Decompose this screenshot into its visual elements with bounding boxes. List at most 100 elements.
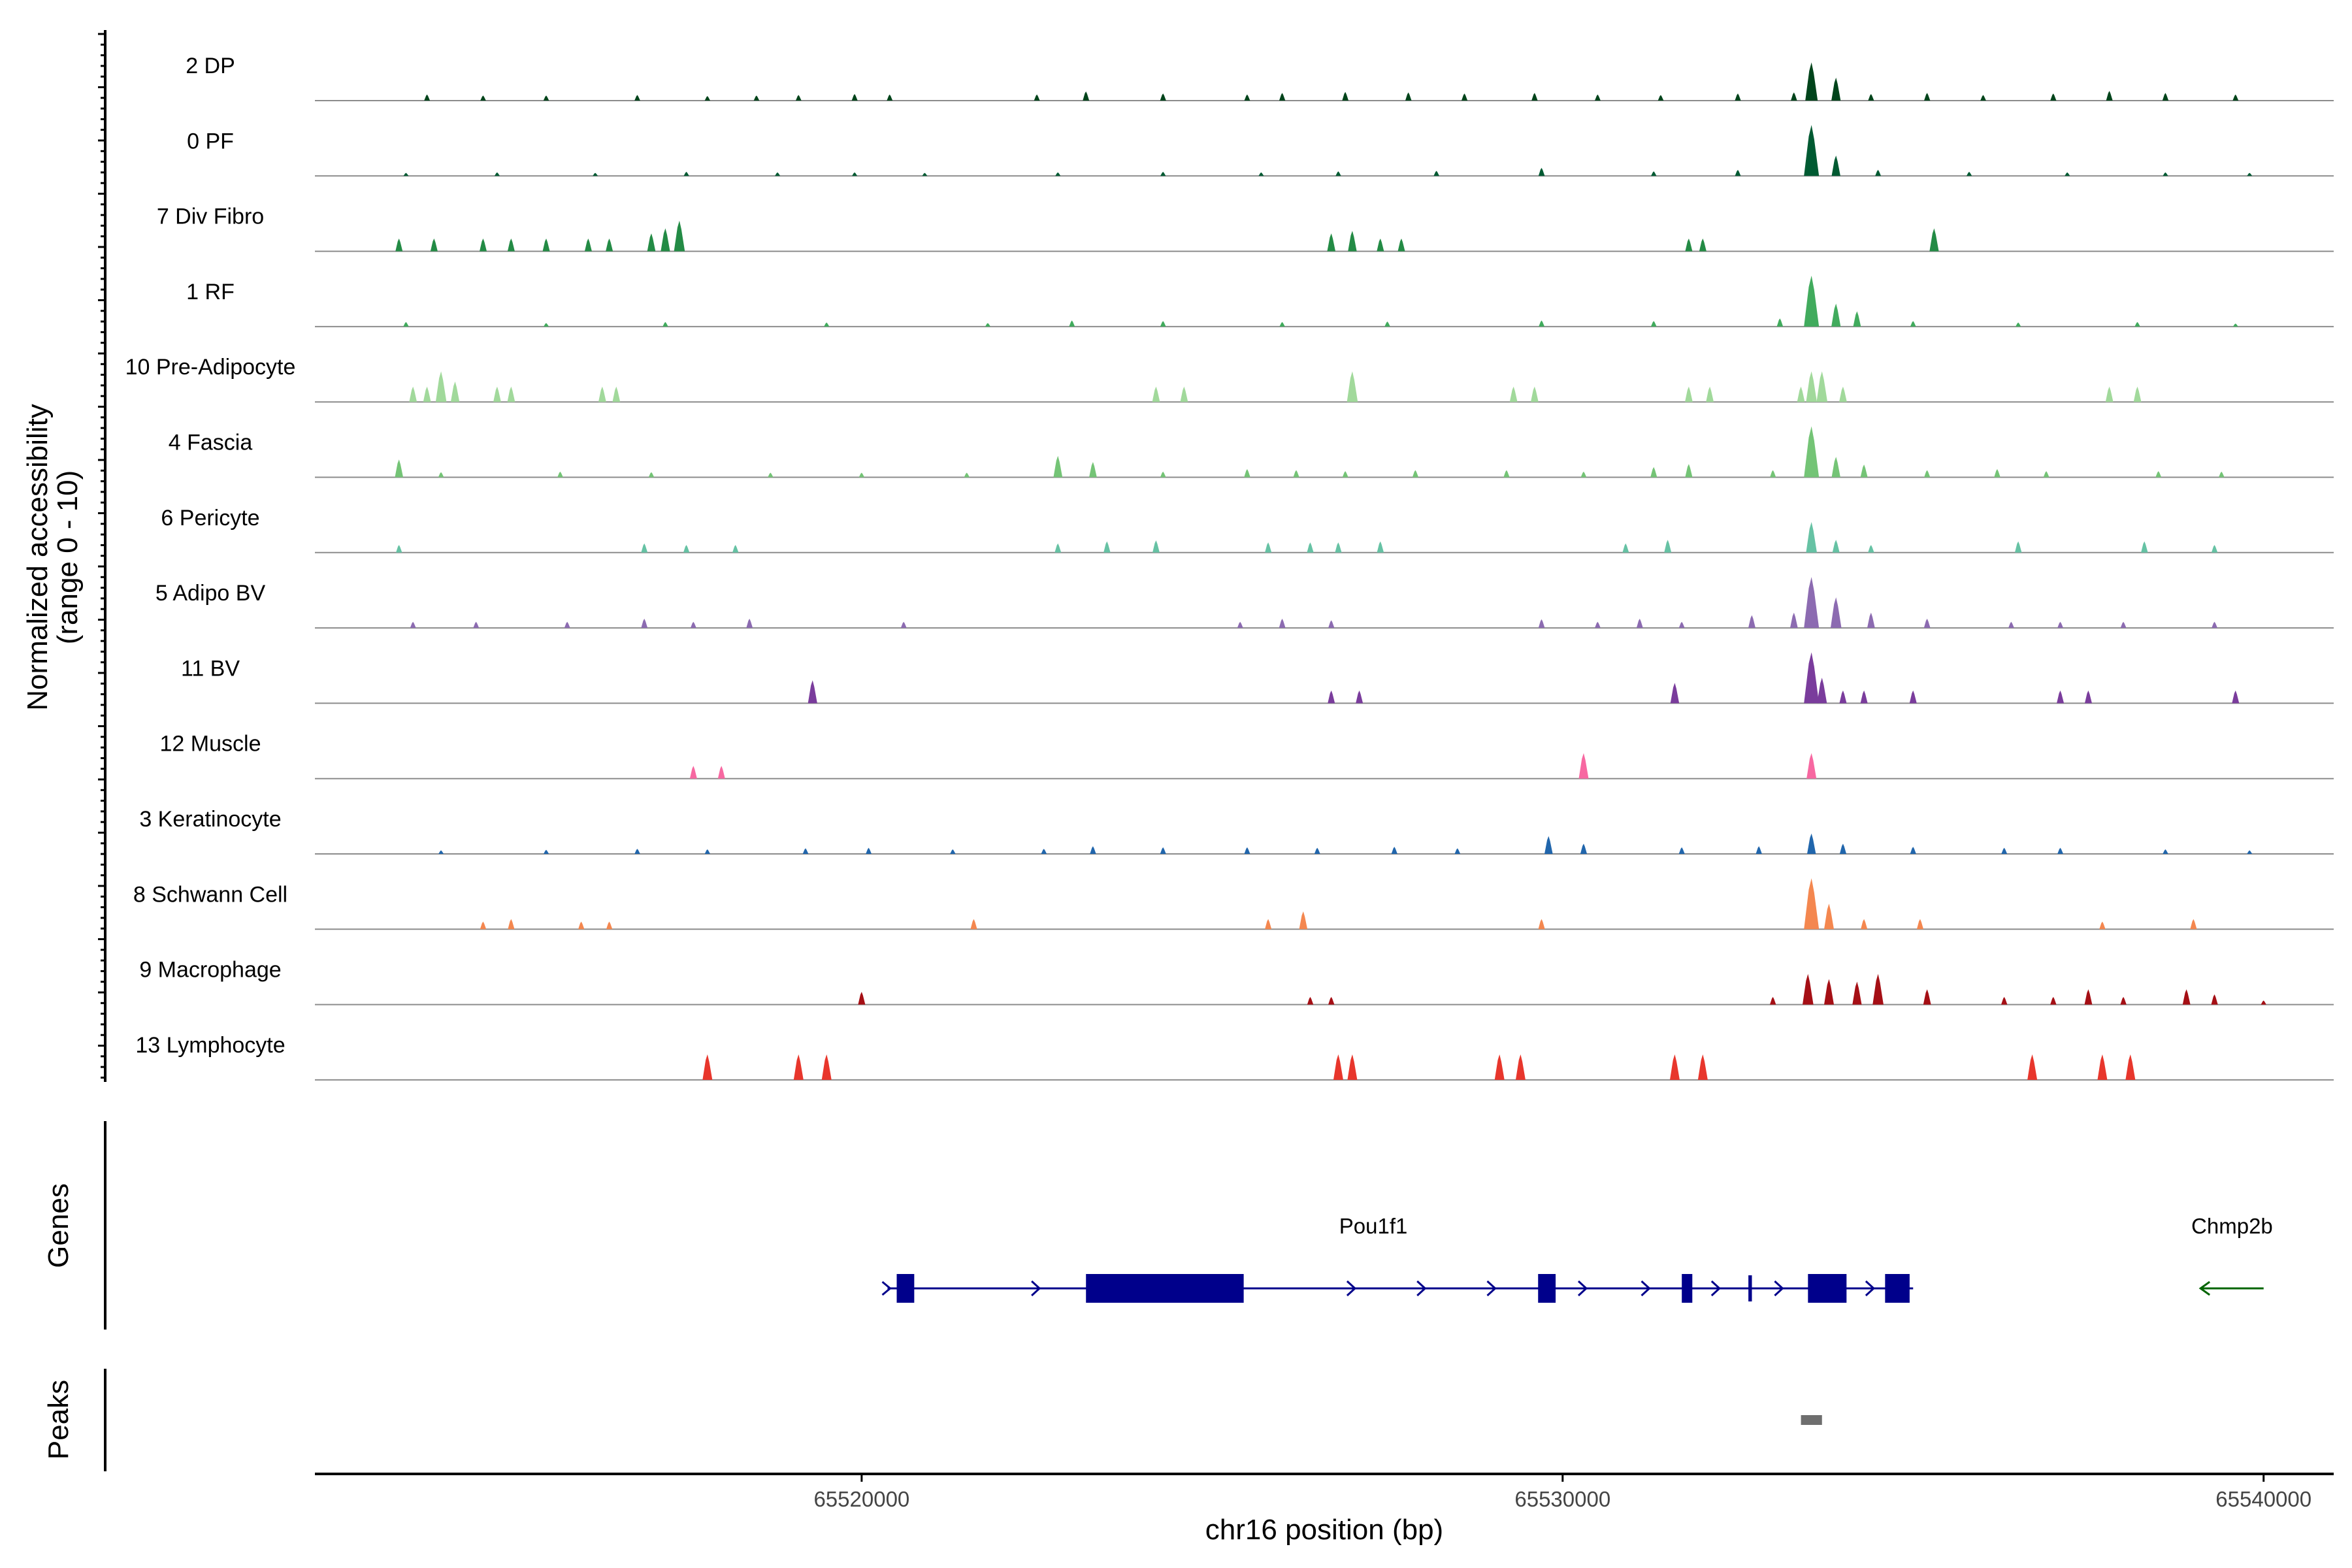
track-9: 11 BV <box>181 652 2334 704</box>
coverage-peak <box>2211 545 2218 553</box>
coverage-peak <box>493 386 501 402</box>
coverage-peak <box>1342 91 1349 101</box>
x-axis-ticks: 65520000 65530000 65540000 <box>813 1474 2311 1511</box>
coverage-peak <box>1461 93 1468 101</box>
coverage-peak <box>1265 542 1272 553</box>
track-label: 4 Fascia <box>169 431 253 455</box>
track-5: 10 Pre-Adipocyte <box>125 355 2334 403</box>
coverage-peak <box>1377 238 1384 252</box>
coverage-peak <box>821 1054 832 1080</box>
coverage-peak <box>1756 846 1762 854</box>
exon <box>1748 1275 1752 1301</box>
track-14: 13 Lymphocyte <box>135 1033 2334 1081</box>
genes-axis-title: Genes <box>42 1183 74 1268</box>
coverage-peak <box>606 238 613 252</box>
coverage-peak <box>2016 322 2021 327</box>
coverage-peak <box>1923 619 1931 629</box>
coverage-peak <box>1678 847 1685 854</box>
coverage-peak <box>1090 846 1096 854</box>
coverage-peak <box>438 850 444 854</box>
coverage-peak <box>1805 62 1818 101</box>
coverage-peak <box>557 471 563 478</box>
coverage-peak <box>1791 92 1797 101</box>
track-1: 2 DP <box>186 54 2334 101</box>
coverage-peak <box>1244 94 1250 101</box>
coverage-peak <box>2106 91 2113 101</box>
coverage-peak <box>1924 93 1931 101</box>
coverage-peak <box>438 472 444 478</box>
coverage-peak <box>1293 470 1299 478</box>
coverage-peak <box>2133 386 2142 402</box>
track-label: 10 Pre-Adipocyte <box>125 355 296 380</box>
coverage-peak <box>1160 93 1166 101</box>
y-axis <box>98 30 106 1082</box>
coverage-peak <box>494 172 500 176</box>
coverage-peak <box>634 95 640 101</box>
coverage-peak <box>1831 155 1840 176</box>
coverage-peak <box>1924 470 1931 478</box>
track-label: 11 BV <box>181 656 240 681</box>
coverage-peak <box>1867 612 1875 629</box>
coverage-peak <box>985 323 991 327</box>
coverage-peak <box>1531 93 1538 101</box>
coverage-peak <box>564 621 570 629</box>
coverage-peak <box>1797 386 1805 402</box>
coverage-peak <box>1333 1054 1343 1080</box>
coverage-peak <box>1916 919 1924 930</box>
strand-arrow <box>2198 1281 2211 1296</box>
coverage-peak <box>824 322 830 327</box>
coverage-peak <box>1160 172 1166 176</box>
coverage-peak <box>473 621 480 629</box>
coverage-peak <box>634 849 640 854</box>
coverage-peak <box>435 371 447 402</box>
y-axis-title-line1: Normalized accessibility <box>22 404 54 710</box>
coverage-peak <box>1539 320 1545 327</box>
track-label: 8 Schwann Cell <box>133 882 287 907</box>
x-axis-title: chr16 position (bp) <box>1205 1514 1443 1546</box>
strand-arrow <box>1774 1280 1784 1297</box>
coverage-peak <box>1347 371 1358 402</box>
strand-arrow <box>1486 1280 1497 1297</box>
coverage-peak <box>2141 541 2148 553</box>
track-12: 8 Schwann Cell <box>133 878 2334 930</box>
coverage-peak <box>793 1054 804 1080</box>
coverage-peak <box>1391 847 1397 854</box>
coverage-peak <box>1860 465 1868 478</box>
coverage-peak <box>403 321 409 327</box>
track-2: 0 PF <box>187 125 2334 177</box>
track-label: 2 DP <box>186 54 235 78</box>
coverage-peak <box>1658 95 1664 101</box>
track-label: 9 Macrophage <box>139 958 281 983</box>
coverage-peak <box>1966 172 1972 176</box>
coverage-peak <box>1804 878 1820 930</box>
coverage-peak <box>2008 621 2014 629</box>
strand-arrow <box>1346 1280 1357 1297</box>
coverage-peak <box>2084 989 2093 1005</box>
coverage-peak <box>1806 522 1817 553</box>
track-3: 7 Div Fibro <box>157 204 2334 252</box>
coverage-peak <box>732 545 739 553</box>
coverage-peak <box>1664 540 1672 553</box>
coverage-peak <box>2120 996 2127 1005</box>
coverage-peak <box>1580 843 1588 854</box>
exon <box>896 1274 915 1303</box>
gene-pou1f1: Pou1f1 <box>881 1214 1914 1303</box>
coverage-peak <box>1804 275 1820 327</box>
coverage-peak <box>2014 541 2022 553</box>
coverage-peak <box>1706 386 1714 402</box>
coverage-peak <box>970 919 977 930</box>
coverage-peak <box>2057 847 2064 854</box>
coverage-peak <box>858 992 866 1005</box>
coverage-peak <box>2232 690 2240 704</box>
coverage-peak <box>2120 621 2127 629</box>
coverage-peak <box>1160 847 1166 854</box>
coverage-peak <box>403 172 409 176</box>
exon <box>1538 1274 1556 1303</box>
track-label: 1 RF <box>186 280 235 304</box>
coverage-peak <box>1307 542 1314 553</box>
coverage-peak <box>507 386 515 402</box>
gene-chmp2b: Chmp2b <box>2191 1214 2273 1296</box>
coverage-peak <box>409 386 417 402</box>
coverage-peak <box>1515 1054 1526 1080</box>
